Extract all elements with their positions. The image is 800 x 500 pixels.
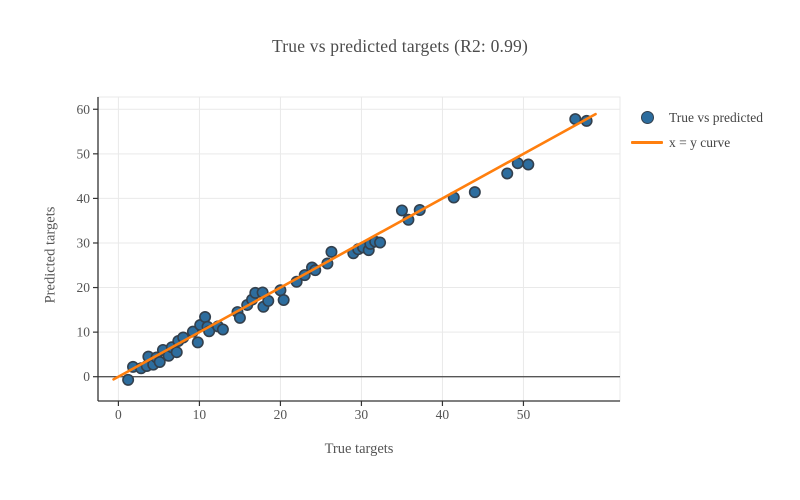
x-tick-label: 40 bbox=[436, 407, 450, 422]
y-tick-label: 30 bbox=[77, 235, 91, 250]
x-tick-label: 0 bbox=[115, 407, 122, 422]
scatter-point[interactable] bbox=[216, 323, 229, 336]
y-tick-label: 40 bbox=[77, 191, 91, 206]
legend-label: x = y curve bbox=[669, 134, 731, 150]
scatter-point[interactable] bbox=[374, 236, 387, 249]
y-tick-label: 50 bbox=[77, 146, 91, 161]
scatter-point[interactable] bbox=[277, 294, 290, 307]
scatter-point[interactable] bbox=[122, 373, 135, 386]
chart-title: True vs predicted targets (R2: 0.99) bbox=[271, 36, 529, 56]
scatter-point[interactable] bbox=[501, 167, 514, 180]
x-tick-label: 20 bbox=[274, 407, 288, 422]
y-tick-label: 20 bbox=[77, 280, 91, 295]
legend-label: True vs predicted bbox=[669, 109, 763, 125]
y-tick-label: 60 bbox=[77, 102, 91, 117]
scatter-point[interactable] bbox=[191, 336, 204, 349]
x-tick-label: 30 bbox=[355, 407, 369, 422]
legend-item-line[interactable]: x = y curve bbox=[631, 130, 763, 155]
y-tick-label: 0 bbox=[83, 369, 90, 384]
line-sample-icon bbox=[631, 141, 663, 144]
legend-item-scatter[interactable]: True vs predicted bbox=[631, 105, 763, 130]
scatter-point[interactable] bbox=[468, 186, 481, 199]
scatter-point[interactable] bbox=[325, 245, 338, 258]
x-tick-label: 50 bbox=[517, 407, 531, 422]
y-tick-label: 10 bbox=[77, 325, 91, 340]
x-axis-title: True targets bbox=[324, 441, 394, 457]
legend: True vs predicted x = y curve bbox=[631, 105, 763, 155]
x-tick-label: 10 bbox=[193, 407, 207, 422]
identity-line bbox=[112, 112, 597, 381]
scatter-point[interactable] bbox=[262, 294, 275, 307]
scatter-point[interactable] bbox=[153, 355, 166, 368]
scatter-point[interactable] bbox=[522, 158, 535, 171]
scatter-point[interactable] bbox=[199, 310, 212, 323]
scatter-point[interactable] bbox=[233, 311, 246, 324]
scatter-point[interactable] bbox=[170, 346, 183, 359]
dot-marker-icon bbox=[631, 111, 663, 124]
scatter-point[interactable] bbox=[395, 204, 408, 217]
